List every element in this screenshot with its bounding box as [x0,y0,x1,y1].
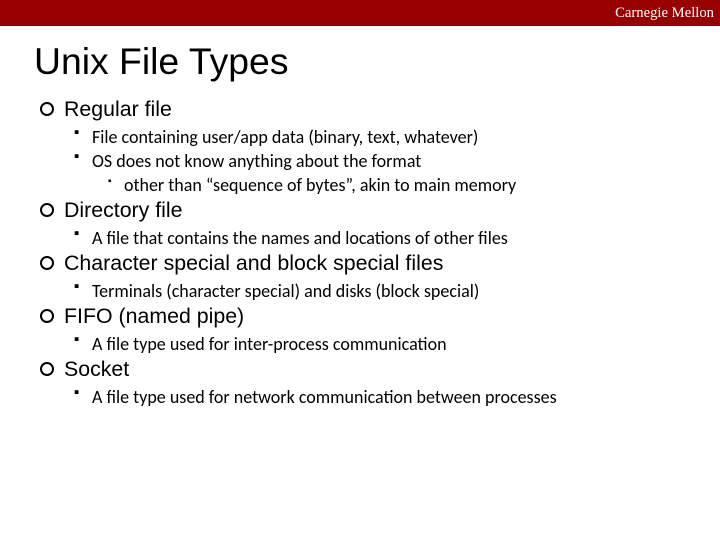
list-item: A file type used for network communicati… [74,386,690,408]
sub-sub-list: other than “sequence of bytes”, akin to … [108,174,690,196]
item-heading: Character special and block special file… [64,251,690,276]
item-heading: Directory file [64,198,690,223]
slide-content: Regular file File containing user/app dat… [40,97,690,408]
item-text: OS does not know anything about the form… [92,150,421,172]
slide-title: Unix File Types [34,40,720,83]
list-item: A file that contains the names and locat… [74,227,690,249]
bullet-list: Regular file File containing user/app dat… [40,97,690,408]
item-heading: Socket [64,357,690,382]
slide: Carnegie Mellon Unix File Types Regular … [0,0,720,540]
list-item: FIFO (named pipe) A file type used for in… [40,304,690,355]
list-item: Regular file File containing user/app dat… [40,97,690,196]
list-item: File containing user/app data (binary, t… [74,126,690,148]
sub-list: Terminals (character special) and disks … [74,280,690,302]
list-item: Character special and block special file… [40,251,690,302]
item-text: Terminals (character special) and disks … [92,280,479,302]
header-banner: Carnegie Mellon [0,0,720,26]
header-label: Carnegie Mellon [615,5,714,22]
item-heading: Regular file [64,97,690,122]
list-item: OS does not know anything about the form… [74,150,690,196]
sub-list: File containing user/app data (binary, t… [74,126,690,196]
list-item: other than “sequence of bytes”, akin to … [108,174,690,196]
sub-list: A file type used for inter-process commu… [74,333,690,355]
item-text: A file type used for network communicati… [92,386,557,408]
item-text: other than “sequence of bytes”, akin to … [124,174,516,196]
item-text: A file that contains the names and locat… [92,227,508,249]
list-item: Socket A file type used for network commu… [40,357,690,408]
list-item: Terminals (character special) and disks … [74,280,690,302]
list-item: Directory file A file that contains the n… [40,198,690,249]
sub-list: A file type used for network communicati… [74,386,690,408]
list-item: A file type used for inter-process commu… [74,333,690,355]
item-heading: FIFO (named pipe) [64,304,690,329]
sub-list: A file that contains the names and locat… [74,227,690,249]
item-text: File containing user/app data (binary, t… [92,126,478,148]
item-text: A file type used for inter-process commu… [92,333,447,355]
